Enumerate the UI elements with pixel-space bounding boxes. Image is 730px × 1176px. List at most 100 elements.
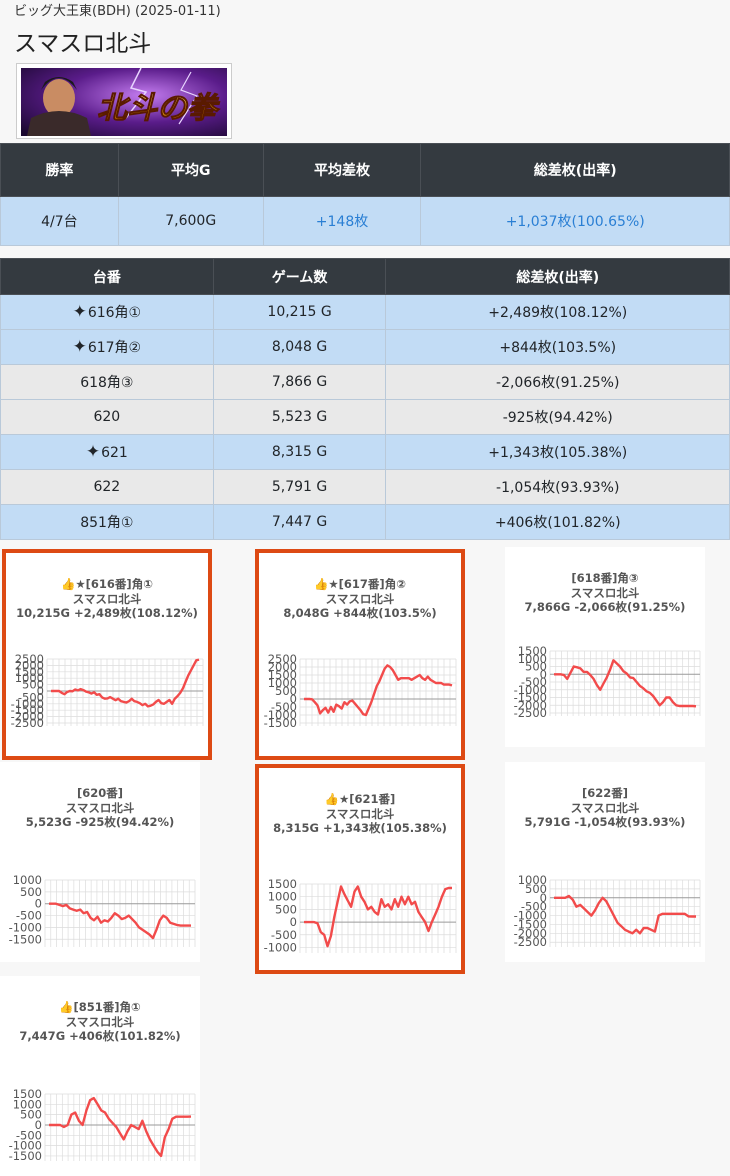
chart-title-line1: 👍★[621番]: [324, 792, 396, 806]
machine-total-diff: -925枚(94.42%): [385, 399, 730, 435]
chart-title-line2: スマスロ北斗: [570, 800, 640, 815]
chart-title-line3: 8,315G +1,343枚(105.38%): [273, 821, 447, 835]
y-tick-label: -2000: [514, 926, 547, 940]
y-tick-label: 1000: [13, 873, 42, 887]
y-tick-label: 0: [540, 891, 547, 905]
y-tick-label: 1500: [268, 877, 297, 891]
series-line: [304, 664, 453, 717]
machine-header-games: ゲーム数: [212, 258, 387, 295]
y-tick-label: -2500: [11, 716, 44, 730]
y-tick-label: -500: [18, 690, 44, 704]
summary-total-diff: +1,037枚(100.65%): [420, 196, 730, 246]
machine-chart-card[interactable]: 👍★[617番]角② スマスロ北斗 8,048G +844枚(103.5%) 2500…: [255, 549, 465, 760]
chart-title-line2: スマスロ北斗: [65, 1014, 135, 1029]
y-tick-label: -2500: [514, 706, 547, 720]
y-tick-label: 1000: [13, 1097, 42, 1111]
summary-avg-games: 7,600G: [117, 196, 264, 246]
chart-title-line2: スマスロ北斗: [65, 800, 135, 815]
machine-banner-image: 北斗の拳: [16, 63, 232, 139]
table-row[interactable]: 622 5,791 G -1,054枚(93.93%): [0, 469, 730, 505]
y-tick-label: 500: [525, 660, 547, 674]
machine-number-cell: 620: [0, 399, 214, 435]
y-tick-label: 1500: [15, 665, 44, 679]
chart-title-line1: 👍[851番]角①: [59, 1000, 141, 1014]
y-tick-label: 2000: [15, 658, 44, 672]
y-tick-label: -2000: [514, 698, 547, 712]
machine-games: 5,523 G: [212, 399, 387, 435]
table-row[interactable]: 851角① 7,447 G +406枚(101.82%): [0, 504, 730, 540]
series-line: [554, 659, 697, 708]
machine-chart-card[interactable]: 👍★[616番]角① スマスロ北斗 10,215G +2,489枚(108.12%)…: [2, 549, 212, 760]
y-tick-label: 500: [20, 1108, 42, 1122]
chart-title-line3: 5,523G -925枚(94.42%): [25, 815, 175, 829]
chart-title-line1: 👍★[617番]角②: [314, 577, 406, 591]
machine-number: 618角③: [80, 375, 134, 391]
y-tick-label: -500: [521, 675, 547, 689]
machine-chart-card[interactable]: [620番] スマスロ北斗 5,523G -925枚(94.42%) 1000 500 0…: [0, 762, 200, 962]
machine-chart-card[interactable]: 👍★[621番] スマスロ北斗 8,315G +1,343枚(105.38%) 150…: [255, 764, 465, 974]
y-tick-label: -2000: [11, 710, 44, 724]
summary-table: 勝率 平均G 平均差枚 総差枚(出率) 4/7台 7,600G +148枚 +1…: [0, 143, 730, 246]
y-tick-label: -1500: [11, 703, 44, 717]
machine-number: 617角②: [87, 340, 142, 356]
machine-number-cell: 622: [0, 469, 214, 505]
y-tick-label: -2500: [514, 935, 547, 949]
machine-games: 7,447 G: [212, 504, 387, 540]
machine-number-cell: ✦616角①: [0, 294, 214, 330]
chart-plot: 25002000150010005000-500-1000-1500-2000-…: [11, 652, 204, 730]
y-tick-label: 0: [37, 684, 44, 698]
machine-number: 851角①: [80, 515, 134, 531]
machine-number-cell: ✦617角②: [0, 329, 214, 365]
table-row[interactable]: ✦621 8,315 G +1,343枚(105.38%): [0, 434, 730, 470]
chart-title-line1: [618番]角③: [571, 571, 639, 585]
table-row[interactable]: 620 5,523 G -925枚(94.42%): [0, 399, 730, 435]
y-tick-label: 1000: [15, 671, 44, 685]
summary-header-avg-diff: 平均差枚: [262, 143, 422, 197]
y-tick-label: -500: [271, 700, 297, 714]
machine-number-cell: 618角③: [0, 364, 214, 400]
y-tick-label: 500: [22, 678, 44, 692]
machine-chart-card[interactable]: [618番]角③ スマスロ北斗 7,866G -2,066枚(91.25%) 1500…: [505, 547, 705, 747]
chart-title-line3: 8,048G +844枚(103.5%): [283, 606, 437, 620]
y-tick-label: 0: [35, 897, 42, 911]
table-row[interactable]: ✦617角② 8,048 G +844枚(103.5%): [0, 329, 730, 365]
machine-number: 622: [93, 479, 121, 495]
y-tick-label: 1500: [268, 668, 297, 682]
y-tick-label: -1500: [514, 917, 547, 931]
machine-number: 616角①: [87, 305, 142, 321]
y-tick-label: -1000: [264, 708, 297, 722]
machine-header-total-diff: 総差枚(出率): [385, 258, 730, 295]
y-tick-label: 500: [275, 684, 297, 698]
machine-number: 621: [101, 445, 128, 461]
machine-header-number: 台番: [0, 258, 214, 295]
machine-chart-card[interactable]: 👍[851番]角① スマスロ北斗 7,447G +406枚(101.82%) 1500…: [0, 976, 200, 1176]
table-row[interactable]: 618角③ 7,866 G -2,066枚(91.25%): [0, 364, 730, 400]
machine-games: 10,215 G: [212, 294, 387, 330]
y-tick-label: 2500: [268, 652, 297, 666]
chart-title-line2: スマスロ北斗: [325, 591, 395, 606]
machine-total-diff: +2,489枚(108.12%): [385, 294, 730, 330]
machine-total-diff: +406枚(101.82%): [385, 504, 730, 540]
chart-title-line3: 10,215G +2,489枚(108.12%): [16, 606, 198, 620]
chart-title-line3: 5,791G -1,054枚(93.93%): [524, 815, 686, 829]
machine-games: 8,315 G: [212, 434, 387, 470]
y-tick-label: 500: [525, 882, 547, 896]
banner-logo-text: 北斗の拳: [97, 91, 220, 126]
y-tick-label: 0: [290, 692, 297, 706]
y-tick-label: -1500: [9, 1149, 42, 1163]
chart-title-line1: 👍★[616番]角①: [61, 577, 153, 591]
y-tick-label: 2000: [268, 660, 297, 674]
chart-title-line3: 7,447G +406枚(101.82%): [19, 1029, 181, 1043]
y-tick-label: -500: [16, 909, 42, 923]
sparkle-icon: ✦: [72, 302, 87, 322]
table-row[interactable]: ✦616角① 10,215 G +2,489枚(108.12%): [0, 294, 730, 330]
machine-chart-card[interactable]: [622番] スマスロ北斗 5,791G -1,054枚(93.93%) 1000 50…: [505, 762, 705, 962]
machine-total-diff: -2,066枚(91.25%): [385, 364, 730, 400]
y-tick-label: 0: [35, 1118, 42, 1132]
y-tick-label: -500: [271, 928, 297, 942]
y-tick-label: -1500: [9, 932, 42, 946]
machine-number-cell: ✦621: [0, 434, 214, 470]
